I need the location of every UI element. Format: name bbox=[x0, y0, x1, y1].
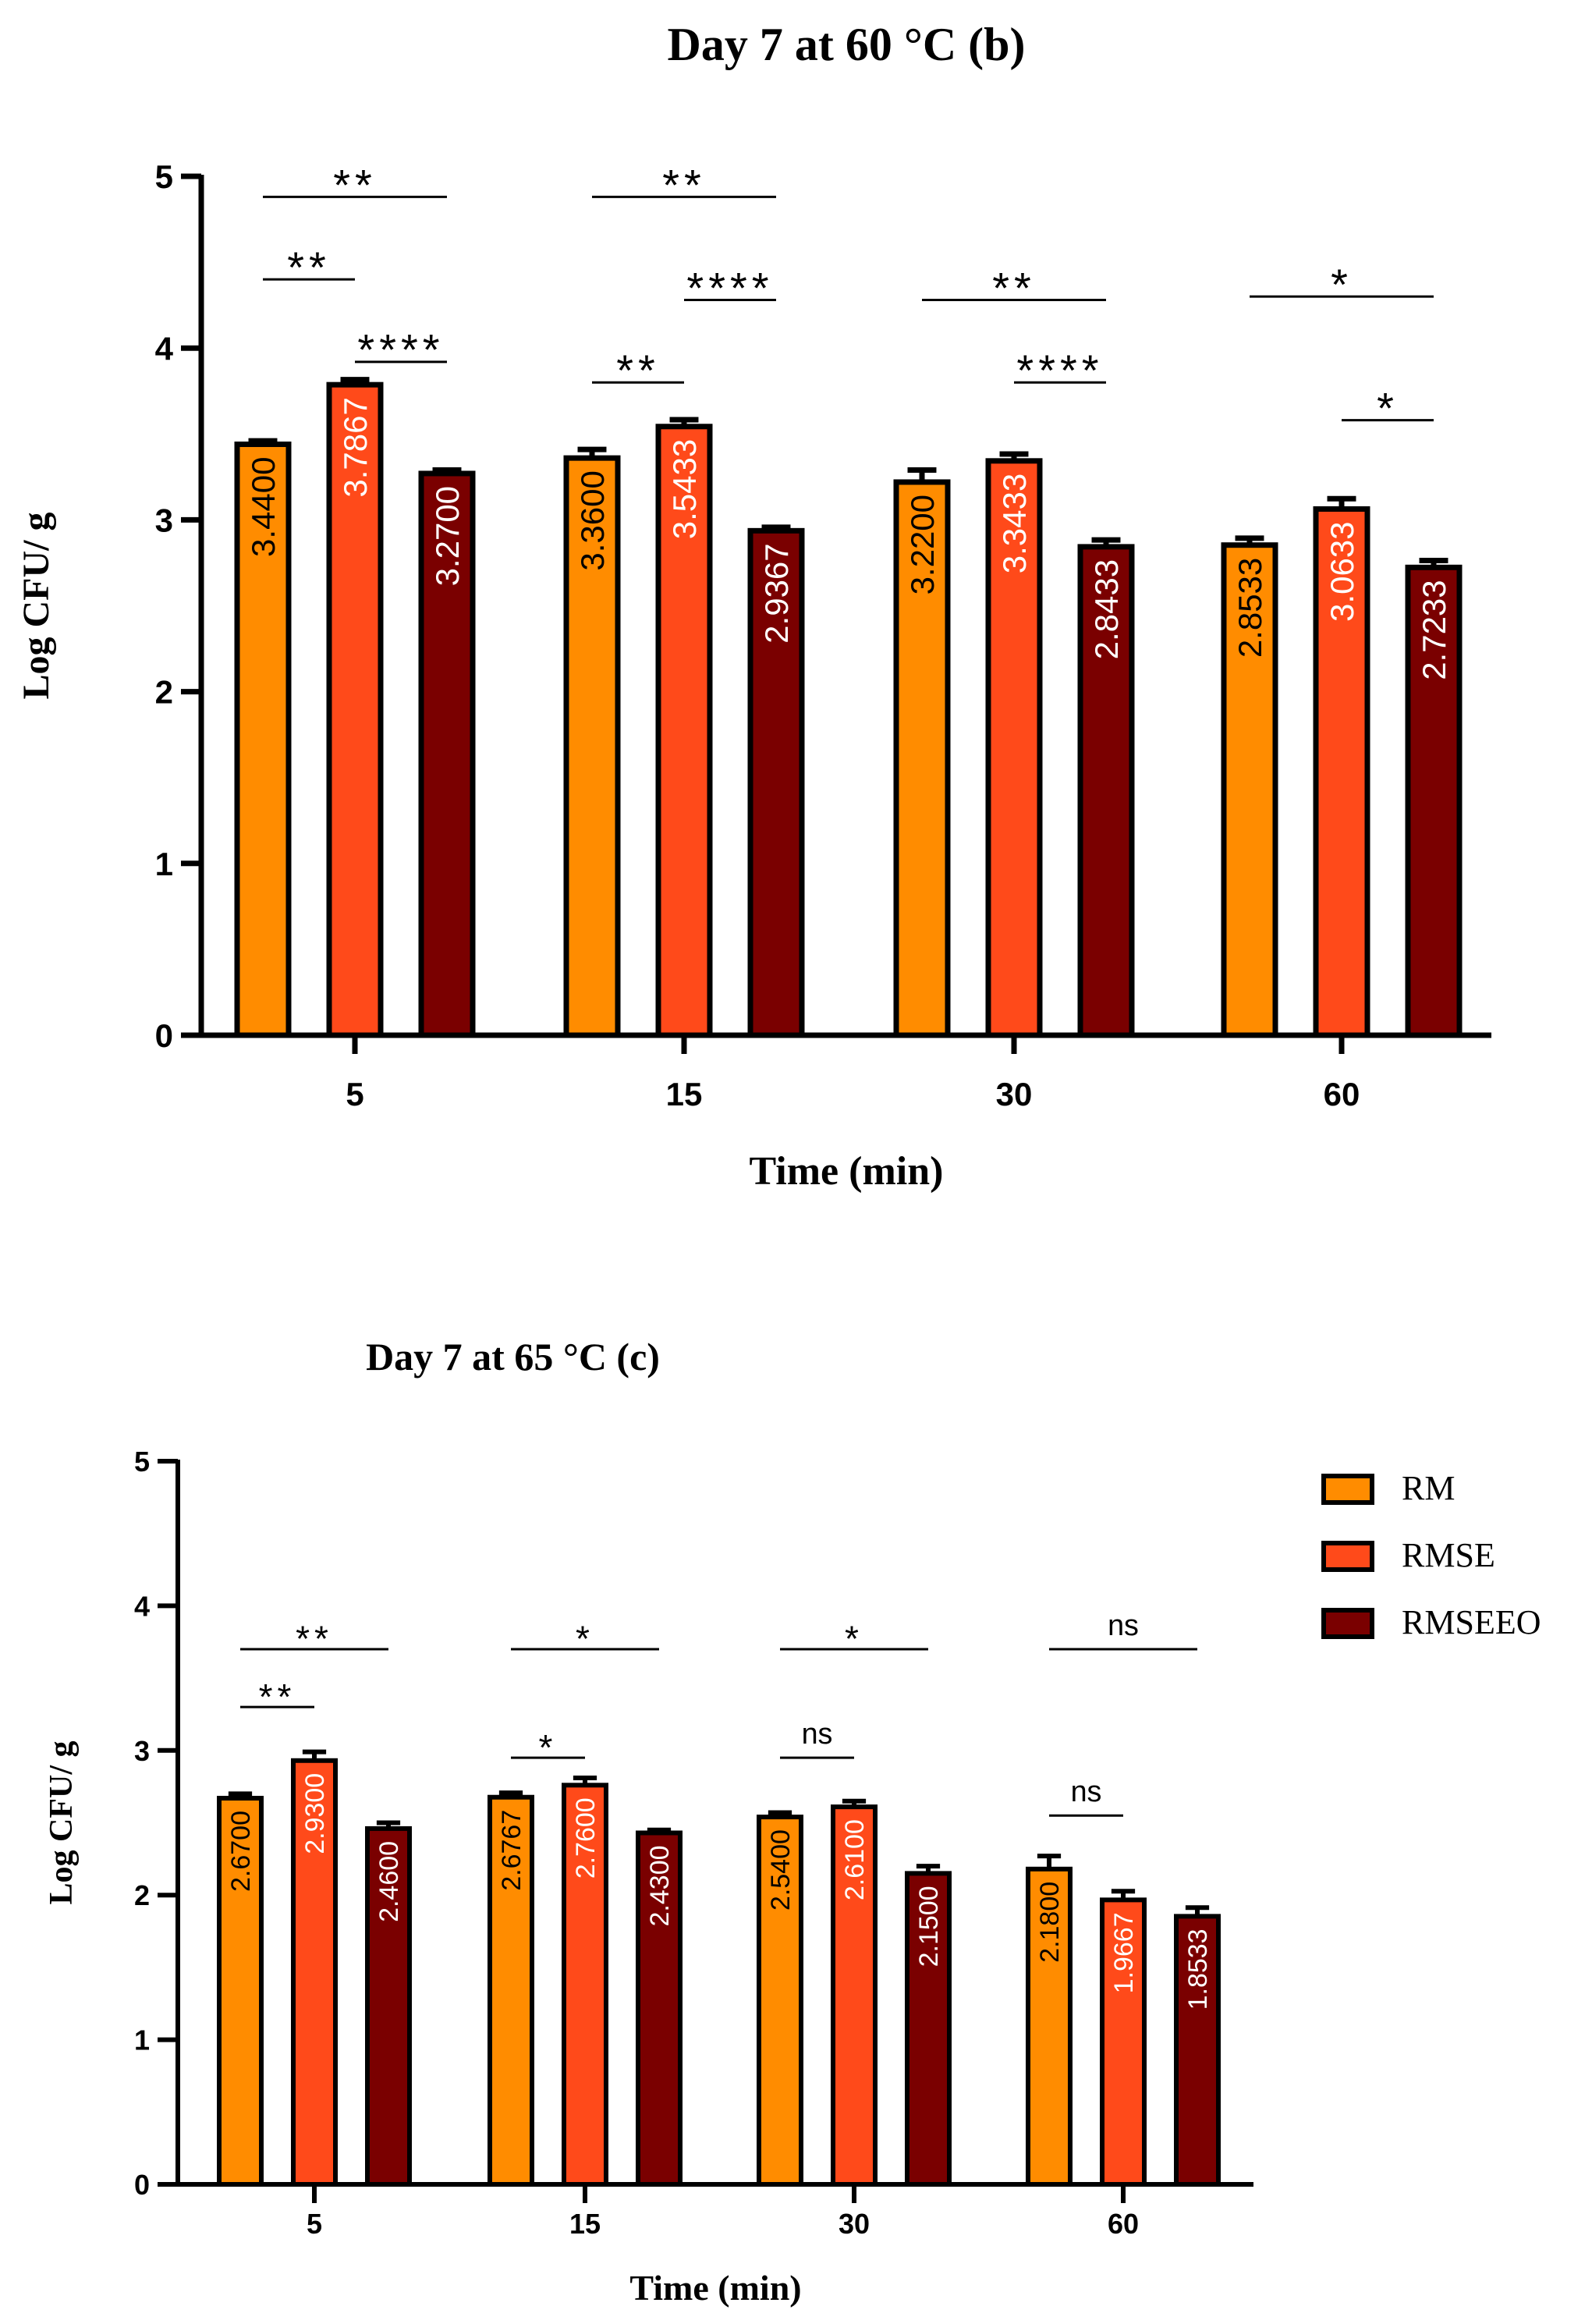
bar-rm bbox=[217, 1795, 264, 2187]
bar-rmseeo bbox=[747, 527, 805, 1038]
bar-value-label: 2.6767 bbox=[497, 1810, 527, 1891]
bar-rmseeo bbox=[1405, 564, 1463, 1038]
bar-rm bbox=[234, 442, 292, 1038]
significance-label: ** bbox=[662, 160, 706, 209]
legend-label-rm: RM bbox=[1402, 1469, 1455, 1507]
legend-label-rmseeo: RMSEEO bbox=[1402, 1603, 1541, 1641]
significance-label: ** bbox=[992, 263, 1036, 312]
x-tick-label: 15 bbox=[666, 1076, 703, 1112]
bar-value-label: 3.3433 bbox=[996, 474, 1033, 573]
significance-label: * bbox=[845, 1619, 863, 1659]
bar-rm bbox=[757, 1815, 803, 2187]
bar-rm bbox=[488, 1794, 534, 2187]
y-tick-label: 0 bbox=[134, 2169, 150, 2201]
significance-label: * bbox=[539, 1727, 558, 1768]
significance-label: * bbox=[1377, 384, 1399, 433]
y-tick-label: 5 bbox=[155, 158, 173, 195]
chart-day7-60c: Day 7 at 60 °C (b) Log CFU/ g Time (min) 0 1… bbox=[16, 19, 1491, 1194]
significance-label: ** bbox=[616, 346, 660, 395]
significance-label: ** bbox=[259, 1676, 296, 1717]
y-tick-label: 3 bbox=[134, 1735, 150, 1767]
bar-value-label: 2.6700 bbox=[226, 1811, 256, 1892]
bar-value-label: 2.9300 bbox=[300, 1773, 330, 1854]
y-tick-label: 4 bbox=[155, 330, 174, 367]
y-tick-label: 2 bbox=[134, 1879, 150, 1911]
bar-rmse bbox=[562, 1783, 608, 2187]
y-tick-label: 5 bbox=[134, 1446, 150, 1478]
y-tick-label: 2 bbox=[155, 674, 173, 711]
x-axis-label: Time (min) bbox=[629, 2268, 801, 2308]
significance-label: ** bbox=[333, 160, 377, 209]
bar-rmseeo bbox=[905, 1871, 952, 2187]
bar-value-label: 3.2200 bbox=[904, 495, 941, 594]
legend-label-rmse: RMSE bbox=[1402, 1536, 1495, 1574]
bar-value-label: 3.2700 bbox=[429, 486, 466, 586]
bar-value-label: 3.0633 bbox=[1324, 521, 1360, 621]
y-axis-label: Log CFU/ g bbox=[44, 1741, 80, 1905]
bar-rmse bbox=[985, 458, 1043, 1038]
bar-value-label: 2.7233 bbox=[1416, 580, 1452, 679]
chart-title: Day 7 at 60 °C (b) bbox=[668, 19, 1026, 70]
bar-rm bbox=[563, 455, 621, 1038]
bar-value-label: 1.9667 bbox=[1109, 1912, 1139, 1993]
significance-label: **** bbox=[1016, 346, 1103, 395]
bar-rm bbox=[893, 479, 951, 1038]
y-tick-label: 0 bbox=[155, 1017, 173, 1054]
significance-label: ns bbox=[802, 1717, 833, 1750]
significance-label: ns bbox=[1071, 1775, 1102, 1808]
bar-value-label: 2.7600 bbox=[571, 1797, 601, 1879]
bar-value-label: 3.4400 bbox=[245, 457, 282, 557]
bar-value-label: 2.6100 bbox=[840, 1819, 870, 1900]
bar-value-label: 2.1500 bbox=[914, 1886, 944, 1967]
y-tick-label: 4 bbox=[134, 1590, 150, 1622]
significance-label: **** bbox=[357, 325, 444, 374]
x-tick-label: 15 bbox=[569, 2208, 601, 2240]
bar-value-label: 2.4300 bbox=[645, 1845, 675, 1926]
bar-rmse bbox=[831, 1804, 878, 2187]
bar-value-label: 3.5433 bbox=[666, 439, 703, 539]
bar-value-label: 2.4600 bbox=[374, 1841, 404, 1922]
bar-value-label: 2.5400 bbox=[766, 1829, 796, 1911]
x-tick-label: 60 bbox=[1324, 1076, 1360, 1112]
bar-value-label: 3.3600 bbox=[574, 470, 611, 570]
y-axis-label: Log CFU/ g bbox=[16, 513, 57, 700]
x-tick-label: 30 bbox=[996, 1076, 1033, 1112]
bar-value-label: 2.9367 bbox=[758, 543, 795, 643]
x-tick-label: 30 bbox=[839, 2208, 870, 2240]
bar-value-label: 2.8533 bbox=[1232, 558, 1268, 658]
y-tick-label: 1 bbox=[134, 2024, 150, 2056]
bar-rmseeo bbox=[1174, 1914, 1221, 2187]
chart-title: Day 7 at 65 °C (c) bbox=[366, 1335, 660, 1378]
x-axis-label: Time (min) bbox=[750, 1149, 944, 1194]
legend: RM RMSE RMSEEO bbox=[1321, 1469, 1541, 1641]
y-tick-label: 3 bbox=[155, 502, 173, 539]
significance-label: ns bbox=[1108, 1609, 1139, 1641]
significance-label: * bbox=[1331, 260, 1353, 309]
y-tick-label: 1 bbox=[155, 846, 173, 882]
x-tick-label: 5 bbox=[307, 2208, 322, 2240]
bar-value-label: 1.8533 bbox=[1183, 1928, 1213, 2010]
chart-day7-65c: Day 7 at 65 °C (c) Log CFU/ g Time (min) 0 1… bbox=[44, 1335, 1253, 2308]
bar-value-label: 2.1800 bbox=[1035, 1882, 1065, 1963]
bar-value-label: 2.8433 bbox=[1088, 559, 1125, 659]
significance-label: * bbox=[576, 1619, 594, 1659]
x-tick-label: 5 bbox=[346, 1076, 363, 1112]
significance-label: **** bbox=[686, 263, 773, 312]
bar-value-label: 3.7867 bbox=[337, 397, 374, 497]
legend-swatch-rmseeo bbox=[1321, 1608, 1374, 1639]
significance-label: ** bbox=[287, 243, 331, 292]
legend-swatch-rmse bbox=[1321, 1541, 1374, 1572]
significance-label: ** bbox=[296, 1619, 333, 1659]
legend-swatch-rm bbox=[1321, 1474, 1374, 1505]
x-tick-label: 60 bbox=[1108, 2208, 1139, 2240]
bar-rmseeo bbox=[418, 470, 476, 1038]
